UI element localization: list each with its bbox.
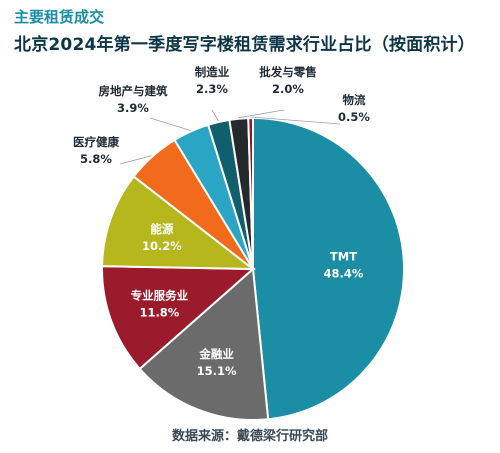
leader-line-7 [238, 109, 285, 119]
slice-name-7: 批发与零售 [259, 65, 317, 79]
leader-line-8 [250, 116, 341, 125]
pie-slices [101, 116, 405, 421]
leader-line-5 [149, 117, 191, 131]
slice-labels: TMT 48.4% 金融业 15.1% 专业服务业 11.8% 能源 10.2% 医疗健康 5.8… [73, 65, 370, 378]
slice-label-7: 批发与零售 2.0% [259, 65, 317, 96]
slice-name-4: 医疗健康 [73, 135, 119, 149]
slice-value-7: 2.0% [272, 82, 304, 96]
section-kicker: 主要租赁成交 [14, 8, 105, 26]
slice-label-6: 制造业 2.3% [195, 65, 230, 96]
slice-label-8: 物流 0.5% [338, 93, 370, 124]
leader-lines [119, 109, 341, 165]
data-source-note: 数据来源：戴德梁行研究部 [171, 429, 328, 444]
slice-value-3: 10.2% [142, 239, 182, 253]
slice-value-4: 5.8% [80, 152, 112, 166]
slice-name-8: 物流 [343, 93, 366, 107]
slice-label-2: 专业服务业 11.8% [131, 288, 189, 319]
slice-label-0: TMT 48.4% [324, 249, 364, 280]
slice-label-5: 房地产与建筑 3.9% [99, 84, 168, 115]
slice-label-3: 能源 10.2% [142, 222, 182, 253]
leader-line-4 [119, 155, 152, 165]
slice-value-5: 3.9% [117, 101, 149, 115]
slice-value-1: 15.1% [197, 364, 237, 378]
pie-slice-3 [101, 175, 256, 271]
slice-label-1: 金融业 15.1% [197, 347, 237, 378]
slice-value-2: 11.8% [139, 305, 179, 319]
pie-slice-1 [138, 266, 270, 421]
pie-slice-2 [101, 265, 256, 371]
slice-label-4: 医疗健康 5.8% [73, 135, 119, 166]
pie-slice-0 [252, 116, 405, 421]
leader-line-6 [211, 109, 219, 122]
slice-name-5: 房地产与建筑 [99, 84, 168, 98]
slice-name-6: 制造业 [195, 65, 230, 79]
slice-name-1: 金融业 [198, 347, 234, 361]
pie-slice-8 [247, 116, 254, 270]
chart-title: 北京2024年第一季度写字楼租赁需求行业占比（按面积计） [14, 35, 475, 55]
slice-value-6: 2.3% [196, 82, 228, 96]
slice-value-0: 48.4% [324, 266, 364, 280]
slice-value-8: 0.5% [338, 110, 370, 124]
slice-name-0: TMT [330, 249, 357, 263]
slice-name-3: 能源 [150, 222, 173, 236]
slice-name-2: 专业服务业 [131, 288, 189, 302]
